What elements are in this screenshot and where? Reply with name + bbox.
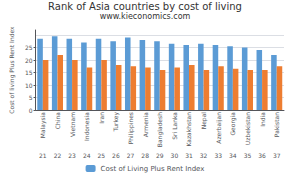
svg-text:22: 22 bbox=[54, 152, 62, 159]
svg-text:25: 25 bbox=[97, 152, 105, 159]
svg-text:Uzbekistan: Uzbekistan bbox=[244, 112, 251, 145]
svg-text:Vietnam: Vietnam bbox=[69, 112, 76, 137]
svg-text:29: 29 bbox=[156, 152, 164, 159]
svg-text:China: China bbox=[54, 112, 61, 129]
svg-text:India: India bbox=[259, 112, 266, 127]
svg-text:26: 26 bbox=[112, 152, 120, 159]
svg-text:5: 5 bbox=[29, 94, 33, 101]
svg-text:Malaysia: Malaysia bbox=[39, 112, 47, 139]
svg-text:34: 34 bbox=[229, 152, 237, 159]
svg-text:36: 36 bbox=[258, 152, 266, 159]
svg-text:Philippines: Philippines bbox=[127, 112, 135, 144]
svg-text:Pakistan: Pakistan bbox=[273, 112, 280, 137]
svg-text:Cost of living Plus Rent Index: Cost of living Plus Rent Index bbox=[8, 26, 16, 114]
svg-text:32: 32 bbox=[200, 152, 208, 159]
svg-text:27: 27 bbox=[127, 152, 135, 159]
svg-text:Azerbaijan: Azerbaijan bbox=[215, 112, 223, 144]
svg-text:Turkey: Turkey bbox=[112, 112, 120, 133]
svg-text:Armenia: Armenia bbox=[142, 112, 149, 137]
svg-text:15: 15 bbox=[25, 69, 33, 76]
svg-text:Bangladesh: Bangladesh bbox=[156, 112, 164, 147]
svg-text:Nepal: Nepal bbox=[200, 112, 208, 130]
svg-text:25: 25 bbox=[25, 44, 33, 51]
svg-text:Iran: Iran bbox=[98, 112, 105, 124]
svg-text:21: 21 bbox=[39, 152, 47, 159]
svg-text:10: 10 bbox=[25, 82, 33, 89]
svg-text:Kazakhstan: Kazakhstan bbox=[185, 112, 192, 147]
svg-text:28: 28 bbox=[141, 152, 149, 159]
svg-text:24: 24 bbox=[83, 152, 91, 159]
svg-text:0: 0 bbox=[29, 107, 33, 114]
svg-text:33: 33 bbox=[214, 152, 222, 159]
svg-text:Sri Lanka: Sri Lanka bbox=[171, 112, 178, 140]
svg-text:30: 30 bbox=[171, 152, 179, 159]
svg-text:Cost of Living Plus Rent Index: Cost of Living Plus Rent Index bbox=[101, 165, 205, 173]
svg-text:Indonesia: Indonesia bbox=[83, 112, 90, 141]
svg-text:www.kieconomics.com: www.kieconomics.com bbox=[100, 12, 191, 21]
svg-text:20: 20 bbox=[25, 57, 33, 64]
svg-text:35: 35 bbox=[244, 152, 252, 159]
svg-text:37: 37 bbox=[273, 152, 281, 159]
svg-text:Rank of Asia countries by cost: Rank of Asia countries by cost of living bbox=[48, 1, 242, 12]
svg-text:Georgia: Georgia bbox=[229, 112, 237, 136]
svg-text:23: 23 bbox=[68, 152, 76, 159]
svg-text:31: 31 bbox=[185, 152, 193, 159]
